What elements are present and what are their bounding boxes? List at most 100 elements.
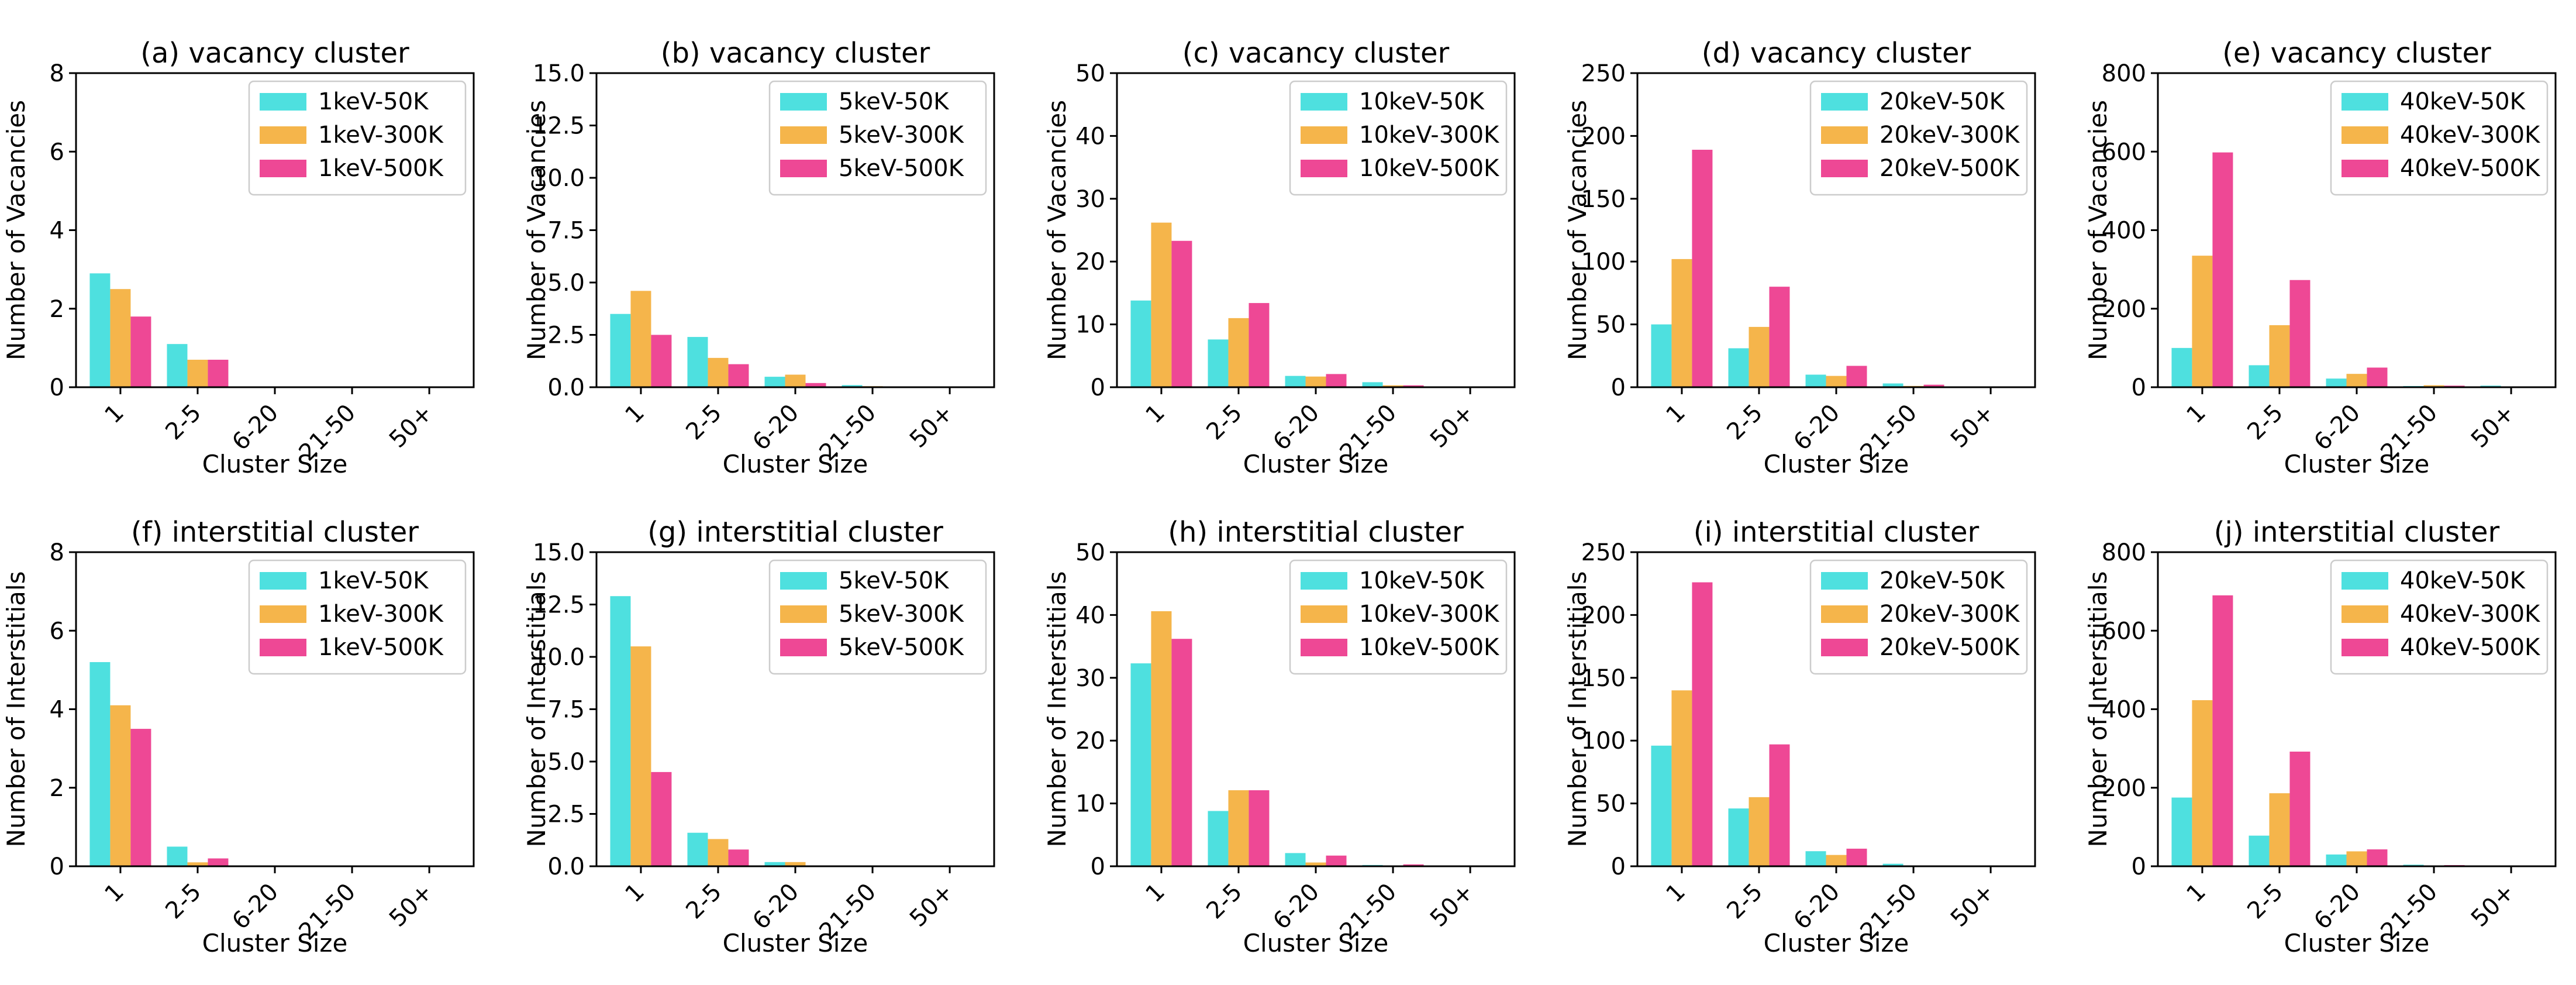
- chart-4-xlabel: Cluster Size: [2284, 450, 2430, 478]
- chart-3-bar-s0-1: [1651, 324, 1672, 387]
- chart-2-legend-label-1: 10keV-300K: [1359, 122, 1500, 149]
- chart-5-xtick-label: 50+: [384, 879, 438, 932]
- chart-4-ylabel: Number of Vacancies: [2084, 100, 2112, 360]
- chart-3-bar-s1-2-5: [1749, 326, 1770, 387]
- chart-5-ylabel: Number of Interstitials: [2, 571, 30, 848]
- chart-1-ylabel: Number of Vacancies: [522, 100, 551, 360]
- chart-5-legend-swatch-0: [260, 572, 306, 590]
- chart-4-panel: (e) vacancy cluster 0 200 400 600 800 1 2-5 6-20…: [2084, 37, 2557, 478]
- chart-3-legend-swatch-1: [1821, 126, 1868, 144]
- chart-8-xlabel: Cluster Size: [1764, 929, 1909, 958]
- chart-0-legend-swatch-2: [260, 160, 306, 177]
- chart-7-legend-label-2: 10keV-500K: [1359, 634, 1500, 661]
- chart-5-bar-s0-2-5: [167, 846, 188, 866]
- chart-8-xtick-label: 6-20: [1788, 879, 1845, 935]
- chart-6-title: (g) interstitial cluster: [647, 516, 943, 549]
- chart-0-ytick-label: 2: [50, 296, 64, 323]
- chart-9-xtick-label: 2-5: [2242, 879, 2288, 925]
- chart-3-legend-label-1: 20keV-300K: [1880, 122, 2020, 149]
- chart-9-ylabel: Number of Interstitials: [2084, 571, 2112, 848]
- chart-0-ylabel: Number of Vacancies: [2, 100, 30, 360]
- chart-1-legend-swatch-1: [780, 126, 827, 144]
- chart-1-bar-s1-2-5: [708, 357, 729, 387]
- chart-4-bar-s2-1: [2212, 152, 2233, 387]
- chart-6-ytick-label: 15.0: [533, 539, 585, 566]
- chart-9-title: (j) interstitial cluster: [2214, 516, 2500, 549]
- chart-6-ytick-label: 12.5: [533, 592, 585, 619]
- chart-6-ytick-label: 5.0: [547, 749, 585, 776]
- chart-8-bar-s0-6-20: [1805, 851, 1826, 866]
- chart-8-ytick-label: 0: [1611, 853, 1626, 880]
- chart-2-xtick-label: 1: [1140, 399, 1170, 429]
- chart-5-legend-swatch-2: [260, 639, 306, 656]
- chart-9-bar-s2-1: [2212, 595, 2233, 866]
- chart-1-ytick-label: 5.0: [547, 270, 585, 297]
- chart-4-bar-s0-1: [2171, 347, 2192, 387]
- chart-0-bar-s1-1: [110, 289, 131, 387]
- chart-5-legend-label-1: 1keV-300K: [318, 601, 444, 628]
- chart-5-bar-s1-1: [110, 705, 131, 866]
- chart-2-ytick-label: 50: [1075, 60, 1105, 87]
- chart-9-legend-label-0: 40keV-50K: [2400, 567, 2526, 594]
- chart-8-bar-s2-1: [1692, 582, 1713, 866]
- chart-4-legend-swatch-1: [2341, 126, 2388, 144]
- chart-9-bar-s1-1: [2192, 700, 2213, 866]
- chart-9-panel: (j) interstitial cluster 0 200 400 600 800 1 2-…: [2084, 516, 2557, 958]
- chart-4-bar-s0-2-5: [2249, 365, 2270, 387]
- chart-2-legend-label-0: 10keV-50K: [1359, 88, 1485, 115]
- chart-7-bar-s2-2-5: [1249, 790, 1270, 866]
- chart-1-bar-s1-6-20: [785, 374, 806, 387]
- chart-7-ytick-label: 20: [1075, 728, 1105, 755]
- chart-6-legend-label-2: 5keV-500K: [839, 634, 965, 661]
- chart-5-legend-label-2: 1keV-500K: [318, 634, 444, 661]
- chart-2-legend-swatch-2: [1301, 160, 1347, 177]
- chart-6-xtick-label: 6-20: [747, 879, 804, 935]
- chart-8-ytick-label: 100: [1581, 728, 1626, 755]
- chart-0-xlabel: Cluster Size: [202, 450, 348, 478]
- chart-2-legend-swatch-0: [1301, 93, 1347, 111]
- chart-7-ytick-label: 40: [1075, 602, 1105, 629]
- chart-6-bar-s0-6-20: [764, 862, 785, 866]
- chart-8-ylabel: Number of Interstitials: [1563, 571, 1592, 848]
- chart-3-ytick-label: 50: [1596, 312, 1626, 339]
- chart-5-xtick-label: 6-20: [227, 879, 284, 935]
- chart-0-title: (a) vacancy cluster: [140, 37, 409, 70]
- chart-1-ytick-label: 15.0: [533, 60, 585, 87]
- chart-1-ytick-label: 0.0: [547, 374, 585, 401]
- chart-8-bar-s0-21-50: [1882, 863, 1903, 866]
- chart-2-ytick-label: 30: [1075, 186, 1105, 213]
- chart-2-bar-s2-21-50: [1403, 385, 1424, 387]
- chart-3-panel: (d) vacancy cluster 0 50 100 150 200 250 1 2-5 6-…: [1563, 37, 2036, 478]
- chart-8-legend-label-2: 20keV-500K: [1880, 634, 2020, 661]
- chart-0-xtick-label: 6-20: [227, 399, 284, 456]
- chart-6-xtick-label: 2-5: [681, 879, 727, 925]
- chart-6-xtick-label: 50+: [905, 879, 958, 932]
- chart-9-xlabel: Cluster Size: [2284, 929, 2430, 958]
- chart-4-bar-s1-6-20: [2346, 374, 2367, 387]
- chart-7-bar-s2-6-20: [1326, 855, 1347, 866]
- chart-9-ytick-label: 0: [2132, 853, 2146, 880]
- chart-1-ytick-label: 10.0: [533, 165, 585, 192]
- chart-9-legend-label-2: 40keV-500K: [2400, 634, 2541, 661]
- chart-6-legend-swatch-1: [780, 605, 827, 623]
- chart-5-bar-s1-2-5: [187, 862, 208, 866]
- chart-4-legend-label-1: 40keV-300K: [2400, 122, 2541, 149]
- chart-2-ylabel: Number of Vacancies: [1043, 100, 1071, 360]
- chart-4-bar-s0-6-20: [2326, 378, 2347, 387]
- chart-9-bar-s0-2-5: [2249, 835, 2270, 866]
- chart-8-xtick-label: 1: [1661, 879, 1691, 908]
- chart-8-legend-swatch-0: [1821, 572, 1868, 590]
- chart-9-legend-swatch-1: [2341, 605, 2388, 623]
- chart-5-bar-s2-2-5: [208, 858, 229, 866]
- chart-6-ytick-label: 0.0: [547, 853, 585, 880]
- chart-2-xtick-label: 2-5: [1201, 399, 1247, 446]
- chart-8-title: (i) interstitial cluster: [1694, 516, 1980, 549]
- chart-7-bar-s2-21-50: [1403, 864, 1424, 866]
- chart-2-xtick-label: 6-20: [1268, 399, 1325, 456]
- chart-3-title: (d) vacancy cluster: [1702, 37, 1971, 70]
- chart-7-ytick-label: 50: [1075, 539, 1105, 566]
- chart-7-bar-s1-2-5: [1228, 790, 1249, 866]
- chart-2-ytick-label: 10: [1075, 312, 1105, 339]
